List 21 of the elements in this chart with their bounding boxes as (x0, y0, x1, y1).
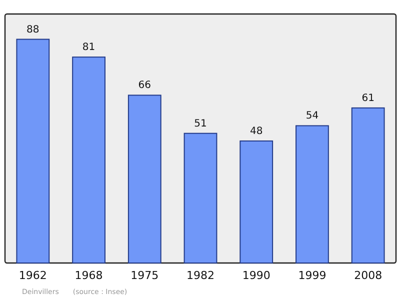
data-label: 51 (194, 118, 207, 130)
x-tick-label: 1968 (74, 269, 103, 282)
bar (184, 132, 218, 264)
data-label: 88 (26, 24, 40, 36)
bar (72, 56, 106, 264)
bar (240, 140, 274, 264)
bar (351, 107, 385, 264)
bar (296, 125, 329, 264)
data-label: 66 (138, 80, 152, 92)
x-tick-label: 1982 (186, 269, 214, 282)
bar (16, 38, 50, 264)
data-label: 81 (82, 42, 96, 54)
x-tick-label: 1962 (18, 269, 47, 282)
x-tick-label: 1975 (130, 269, 159, 282)
x-tick-label: 2008 (354, 269, 382, 282)
data-label: 48 (250, 126, 263, 137)
x-tick-label: 1999 (298, 269, 326, 282)
bar (128, 94, 162, 264)
data-label: 54 (306, 110, 319, 122)
x-tick-label: 1990 (242, 269, 270, 282)
data-label: 61 (362, 92, 374, 104)
